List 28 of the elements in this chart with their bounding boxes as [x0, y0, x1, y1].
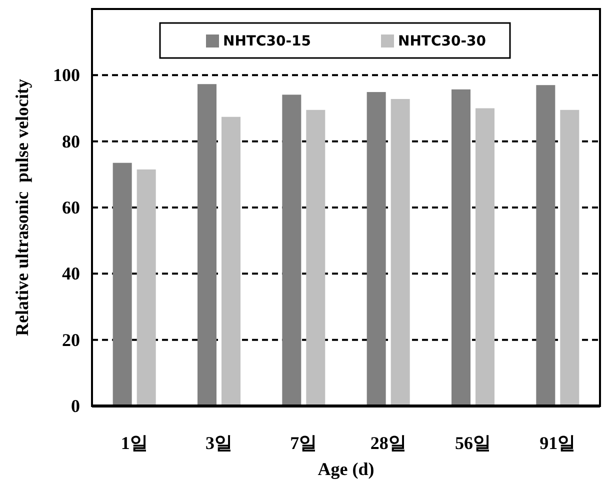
bar — [536, 85, 556, 406]
x-axis-title: Age (d) — [318, 459, 374, 479]
y-tick-label: 40 — [62, 264, 80, 284]
bar — [390, 98, 410, 406]
bar — [136, 169, 156, 406]
bar — [282, 94, 302, 406]
y-tick-label: 20 — [62, 330, 80, 350]
legend-label: NHTC30-30 — [398, 34, 486, 50]
x-tick-label: 3일 — [206, 433, 232, 453]
y-axis-title: Relative ultrasonic pulse velocity — [12, 79, 32, 336]
x-tick-label: 56일 — [455, 433, 491, 453]
bar — [222, 116, 240, 406]
y-tick-label: 0 — [71, 396, 80, 416]
legend-label: NHTC30-15 — [223, 34, 312, 50]
bar — [306, 110, 326, 406]
y-tick-label: 60 — [62, 198, 80, 218]
y-tick-label: 80 — [62, 131, 80, 152]
bar — [476, 108, 494, 406]
bar — [366, 92, 386, 406]
x-tick-label: 91일 — [540, 433, 576, 453]
x-tick-label: 7일 — [290, 433, 318, 453]
bar — [112, 162, 132, 406]
y-tick-label: 100 — [53, 65, 80, 86]
bar — [198, 84, 216, 406]
bar — [452, 89, 470, 406]
x-tick-label: 1일 — [120, 433, 148, 453]
bar — [560, 110, 580, 406]
x-tick-label: 28일 — [370, 433, 406, 453]
